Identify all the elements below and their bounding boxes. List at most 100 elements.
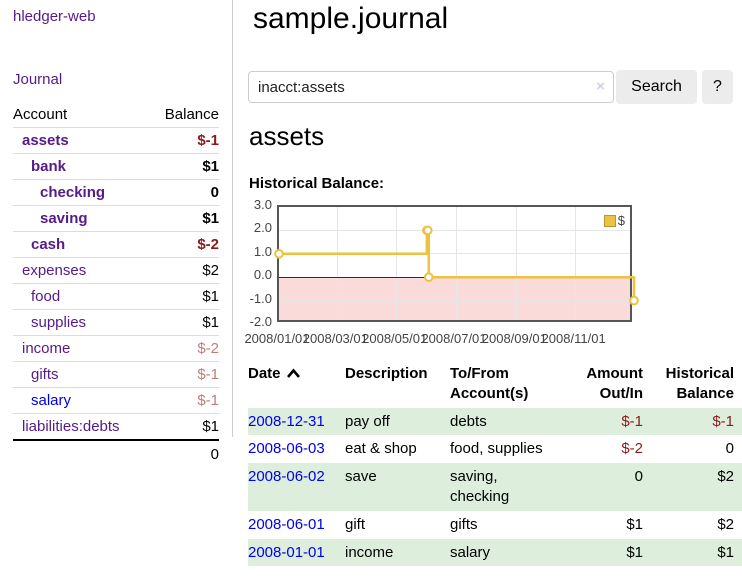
transaction-amount: $1 (626, 515, 643, 533)
journal-header-accounts: To/From Account(s) (450, 365, 529, 402)
y-tick-label: 2.0 (253, 220, 272, 236)
account-balance: 0 (149, 179, 219, 206)
x-tick-label: 2008/05/01 (362, 331, 428, 346)
y-tick-label: 1.0 (253, 243, 272, 259)
account-link-liabilities-debts[interactable]: liabilities:debts (22, 418, 120, 435)
journal-header-date[interactable]: Date (248, 360, 345, 408)
account-balance: $-1 (149, 387, 219, 414)
account-row: cash $-2 (13, 231, 219, 258)
x-tick-label: 2008/09/01 (481, 331, 547, 346)
account-balance: $1 (149, 205, 219, 232)
transaction-amount: 0 (634, 468, 643, 486)
app-title-link[interactable]: hledger-web (13, 8, 96, 25)
y-tick-label: 0.0 (253, 267, 272, 283)
x-tick-label: 2008/07/01 (421, 331, 487, 346)
transaction-accounts: gifts (450, 515, 478, 533)
account-row: income $-2 (13, 335, 219, 362)
account-link-food[interactable]: food (31, 288, 61, 305)
account-balance: $2 (149, 257, 219, 284)
transaction-date-link[interactable]: 2008-01-01 (248, 543, 325, 561)
transaction-date-link[interactable]: 2008-06-01 (248, 515, 325, 533)
accounts-header-account: Account (13, 106, 68, 123)
transaction-description: income (345, 543, 394, 561)
accounts-header-row: Account Balance (13, 102, 219, 128)
account-row: checking 0 (13, 179, 219, 206)
transaction-balance: $-1 (712, 412, 734, 430)
account-link-income[interactable]: income (22, 340, 71, 357)
search-button[interactable]: Search (616, 70, 697, 104)
transaction-balance: $1 (717, 543, 734, 561)
search-input-wrap: × (248, 71, 614, 103)
page-title: sample.journal (253, 2, 449, 35)
account-row: expenses $2 (13, 257, 219, 284)
account-link-gifts[interactable]: gifts (31, 366, 59, 383)
transaction-balance: $2 (717, 515, 734, 533)
gridline-horizontal (279, 300, 630, 302)
transaction-date-link[interactable]: 2008-06-02 (248, 468, 325, 486)
chart: $ 3.0 2.0 1.0 0.0 -1.0 -2.0 2008/01/01 2008/03/… (244, 197, 668, 350)
accounts-total-balance: 0 (210, 446, 219, 463)
journal-header-amount: Amount Out/In (586, 365, 643, 402)
transaction-accounts: debts (450, 412, 487, 430)
chart-legend: $ (601, 212, 627, 229)
journal-row: 2008-12-31 pay off debts $-1 $-1 (248, 407, 742, 436)
chart-series (274, 225, 639, 306)
account-row: salary $-1 (13, 387, 219, 414)
gridline-vertical (455, 207, 457, 320)
gridline-vertical (575, 207, 577, 320)
journal-header-balance: Historical Balance (665, 365, 734, 402)
x-tick-label: 2008/03/01 (302, 331, 368, 346)
account-row: assets $-1 (13, 127, 219, 154)
y-tick-label: 3.0 (253, 197, 272, 212)
search-input[interactable] (248, 71, 614, 103)
account-heading: assets (249, 121, 325, 151)
transaction-description: pay off (345, 412, 390, 430)
account-link-saving[interactable]: saving (40, 210, 88, 227)
clear-search-icon[interactable]: × (596, 78, 605, 95)
account-link-supplies[interactable]: supplies (31, 314, 87, 331)
transaction-accounts: saving, checking (450, 468, 510, 505)
account-link-cash[interactable]: cash (31, 236, 66, 253)
account-row: food $1 (13, 283, 219, 310)
account-row: saving $1 (13, 205, 219, 232)
account-balance: $1 (149, 283, 219, 310)
account-row: liabilities:debts $1 (13, 413, 219, 441)
sidebar-item-journal[interactable]: Journal (13, 71, 63, 88)
gridline-vertical (515, 207, 517, 320)
journal-row: 2008-06-01 gift gifts $1 $2 (248, 511, 742, 539)
transaction-description: save (345, 468, 377, 486)
transaction-date-link[interactable]: 2008-12-31 (248, 412, 325, 430)
gridline-horizontal (279, 229, 630, 231)
transaction-balance: $2 (717, 468, 734, 486)
help-button[interactable]: ? (702, 70, 733, 104)
account-link-salary[interactable]: salary (31, 392, 72, 409)
transaction-description: gift (345, 515, 366, 533)
transaction-date-link[interactable]: 2008-06-03 (248, 440, 325, 458)
gridline-horizontal (279, 253, 630, 255)
account-row: supplies $1 (13, 309, 219, 336)
journal-row: 2008-06-03 eat & shop food, supplies $-2… (248, 435, 742, 463)
x-tick-label: 2008/01/01 (244, 331, 310, 346)
search-form: × Search ? (248, 70, 742, 106)
journal-header-row: Date Description To/From Account(s) Amou… (248, 360, 742, 408)
transaction-accounts: food, supplies (450, 440, 543, 458)
account-link-bank[interactable]: bank (31, 158, 67, 175)
account-link-assets[interactable]: assets (22, 132, 69, 149)
transaction-balance: 0 (725, 440, 734, 458)
transaction-amount: $-2 (621, 440, 643, 458)
account-balance: $1 (149, 413, 219, 441)
account-balance: $1 (149, 153, 219, 180)
account-link-expenses[interactable]: expenses (22, 262, 87, 279)
gridline-vertical (336, 207, 338, 320)
legend-swatch-icon (603, 214, 616, 227)
account-balance: $-1 (149, 361, 219, 388)
account-balance: $1 (149, 309, 219, 336)
y-tick-label: -2.0 (249, 314, 272, 329)
gridline-vertical (396, 207, 398, 320)
account-link-checking[interactable]: checking (40, 184, 106, 201)
transaction-amount: $1 (626, 543, 643, 561)
journal-header-description: Description (345, 365, 428, 382)
account-balance: $-2 (149, 231, 219, 258)
main-panel: sample.journal × Search ? assets Histori… (244, 0, 742, 582)
account-balance: $-2 (149, 335, 219, 362)
